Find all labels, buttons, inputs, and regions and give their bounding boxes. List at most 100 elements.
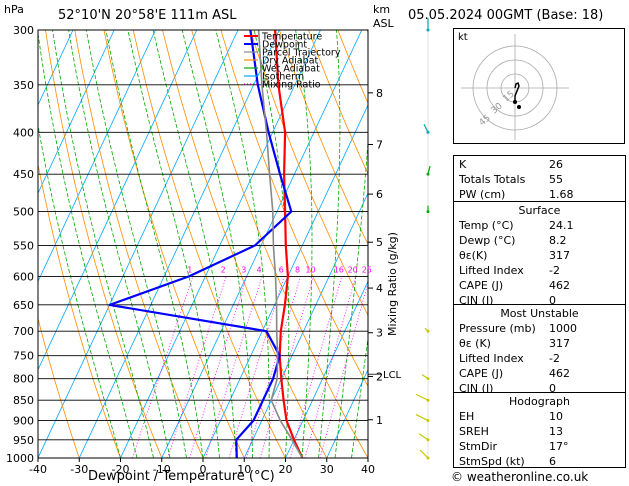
legend-label: Isotherm xyxy=(262,72,304,83)
most-unstable-table: Most Unstable Pressure (mb) 1000 θε (K) 31… xyxy=(453,304,626,395)
wind-barb xyxy=(415,393,429,401)
index-value: 55 xyxy=(549,173,563,186)
wind-barb-dot xyxy=(426,419,430,423)
height-tick-label: 4 xyxy=(376,282,383,295)
x-axis-label: Dewpoint / Temperature (°C) xyxy=(88,469,275,484)
index-key: K xyxy=(459,158,467,171)
pressure-tick-label: 700 xyxy=(13,325,34,338)
wet-adiabat-line xyxy=(85,30,187,458)
hodo-key: StmDir xyxy=(459,440,498,453)
temperature-tick-label: -10 xyxy=(153,463,171,476)
surface-value: 317 xyxy=(549,249,570,262)
hodograph-storm-motion xyxy=(517,105,521,109)
most-unstable-title: Most Unstable xyxy=(500,307,579,320)
dry-adiabat-line xyxy=(308,30,368,175)
isotherm-line xyxy=(38,30,239,458)
mixing-ratio-line xyxy=(246,276,301,458)
isotherm-line xyxy=(243,192,368,458)
wind-barb-dot xyxy=(426,329,430,333)
hodograph: kt 15 30 45 xyxy=(453,28,625,144)
temperature-tick-label: 30 xyxy=(320,463,334,476)
mixing-ratio-line xyxy=(189,276,248,458)
wet-adiabat-line xyxy=(318,30,341,458)
height-tick-label: 1 xyxy=(376,414,383,427)
index-value: 26 xyxy=(549,158,563,171)
mixing-ratio-label: 20 xyxy=(348,265,358,274)
unstable-value: -2 xyxy=(549,352,560,365)
mixing-ratio-label: 16 xyxy=(334,265,344,274)
hodo-key: SREH xyxy=(459,425,489,438)
mixing-ratio-label: 1 xyxy=(187,265,192,274)
temperature-tick-label: -20 xyxy=(112,463,130,476)
height-tick-label: 8 xyxy=(376,87,383,100)
mixing-ratio-line xyxy=(167,276,227,458)
copyright-link[interactable]: © weatheronline.co.uk xyxy=(451,470,589,484)
mixing-ratio-line xyxy=(259,276,314,458)
pressure-unit-label: hPa xyxy=(4,3,24,16)
index-value: 1.68 xyxy=(549,188,574,201)
wind-barb-dot xyxy=(426,28,430,32)
isotherm-line xyxy=(38,30,198,371)
pressure-axis: 300 350 400 450 500 550 600 650 700 750 800 850 900 9… xyxy=(6,24,34,465)
legend-label: Dry Adiabat xyxy=(262,56,319,67)
wind-barb-dot xyxy=(426,210,430,214)
station-location-title: 52°10'N 20°58'E 111m ASL xyxy=(58,8,237,23)
temperature-tick-label: 20 xyxy=(279,463,293,476)
lcl-label: LCL xyxy=(383,370,402,381)
hodograph-unit-label: kt xyxy=(458,32,468,43)
surface-key: CIN (J) xyxy=(459,294,494,307)
dry-adiabat-line xyxy=(38,317,80,458)
forecast-datetime-title: 05.05.2024 00GMT (Base: 18) xyxy=(408,8,604,23)
height-tick-label: 3 xyxy=(376,327,383,340)
surface-value: 462 xyxy=(549,279,570,292)
wet-adiabat-line xyxy=(105,30,204,458)
wind-barb-dot xyxy=(426,377,430,381)
unstable-value: 0 xyxy=(549,382,556,395)
dry-adiabat-line xyxy=(45,30,163,458)
legend-label: Parcel Trajectory xyxy=(262,48,341,59)
isotherm-line xyxy=(78,30,280,458)
pressure-tick-label: 350 xyxy=(13,79,34,92)
mixing-ratio-label: 2 xyxy=(221,265,226,274)
pressure-tick-label: 300 xyxy=(13,24,34,37)
surface-key: Lifted Index xyxy=(459,264,524,277)
mixing-ratio-line xyxy=(228,276,285,458)
mixing-ratio-label: 3 xyxy=(241,265,246,274)
dry-adiabat-line xyxy=(74,30,204,458)
pressure-tick-label: 500 xyxy=(13,206,34,219)
unstable-key: θε (K) xyxy=(459,337,491,350)
surface-key: θε(K) xyxy=(459,249,488,262)
unstable-key: CIN (J) xyxy=(459,382,494,395)
plot-frame xyxy=(37,29,369,459)
surface-value: 0 xyxy=(549,294,556,307)
temperature-tick-label: 40 xyxy=(361,463,375,476)
temperature-tick-label: -30 xyxy=(70,463,88,476)
pressure-tick-label: 950 xyxy=(13,434,34,447)
surface-key: Temp (°C) xyxy=(459,219,514,232)
indices-table: K 26 Totals Totals 55 PW (cm) 1.68 xyxy=(453,155,626,204)
unstable-key: Pressure (mb) xyxy=(459,322,536,335)
temperature-tick-label: 10 xyxy=(237,463,251,476)
pressure-tick-label: 550 xyxy=(13,239,34,252)
unstable-value: 317 xyxy=(549,337,570,350)
height-tick-label: 5 xyxy=(376,236,383,249)
isotherm-line xyxy=(38,30,115,195)
hodograph-table: Hodograph EH 10 SREH 13 StmDir 17° StmSpd (… xyxy=(453,392,626,468)
isotherm-line xyxy=(202,103,368,458)
wet-adiabat-line xyxy=(152,30,237,458)
index-key: PW (cm) xyxy=(459,188,506,201)
height-tick-label: 6 xyxy=(376,188,383,201)
pressure-tick-label: 900 xyxy=(13,415,34,428)
isobar-lines xyxy=(38,29,368,459)
wet-adiabat-line xyxy=(127,30,220,458)
surface-value: 24.1 xyxy=(549,219,574,232)
surface-value: 8.2 xyxy=(549,234,567,247)
hodograph-title: Hodograph xyxy=(509,395,570,408)
mixing-ratio-label: 10 xyxy=(305,265,315,274)
isotherm-line xyxy=(120,30,321,458)
surface-value: -2 xyxy=(549,264,560,277)
pressure-tick-label: 750 xyxy=(13,350,34,363)
height-axis: 1 2 3 4 5 6 7 8 LCL xyxy=(368,87,402,427)
